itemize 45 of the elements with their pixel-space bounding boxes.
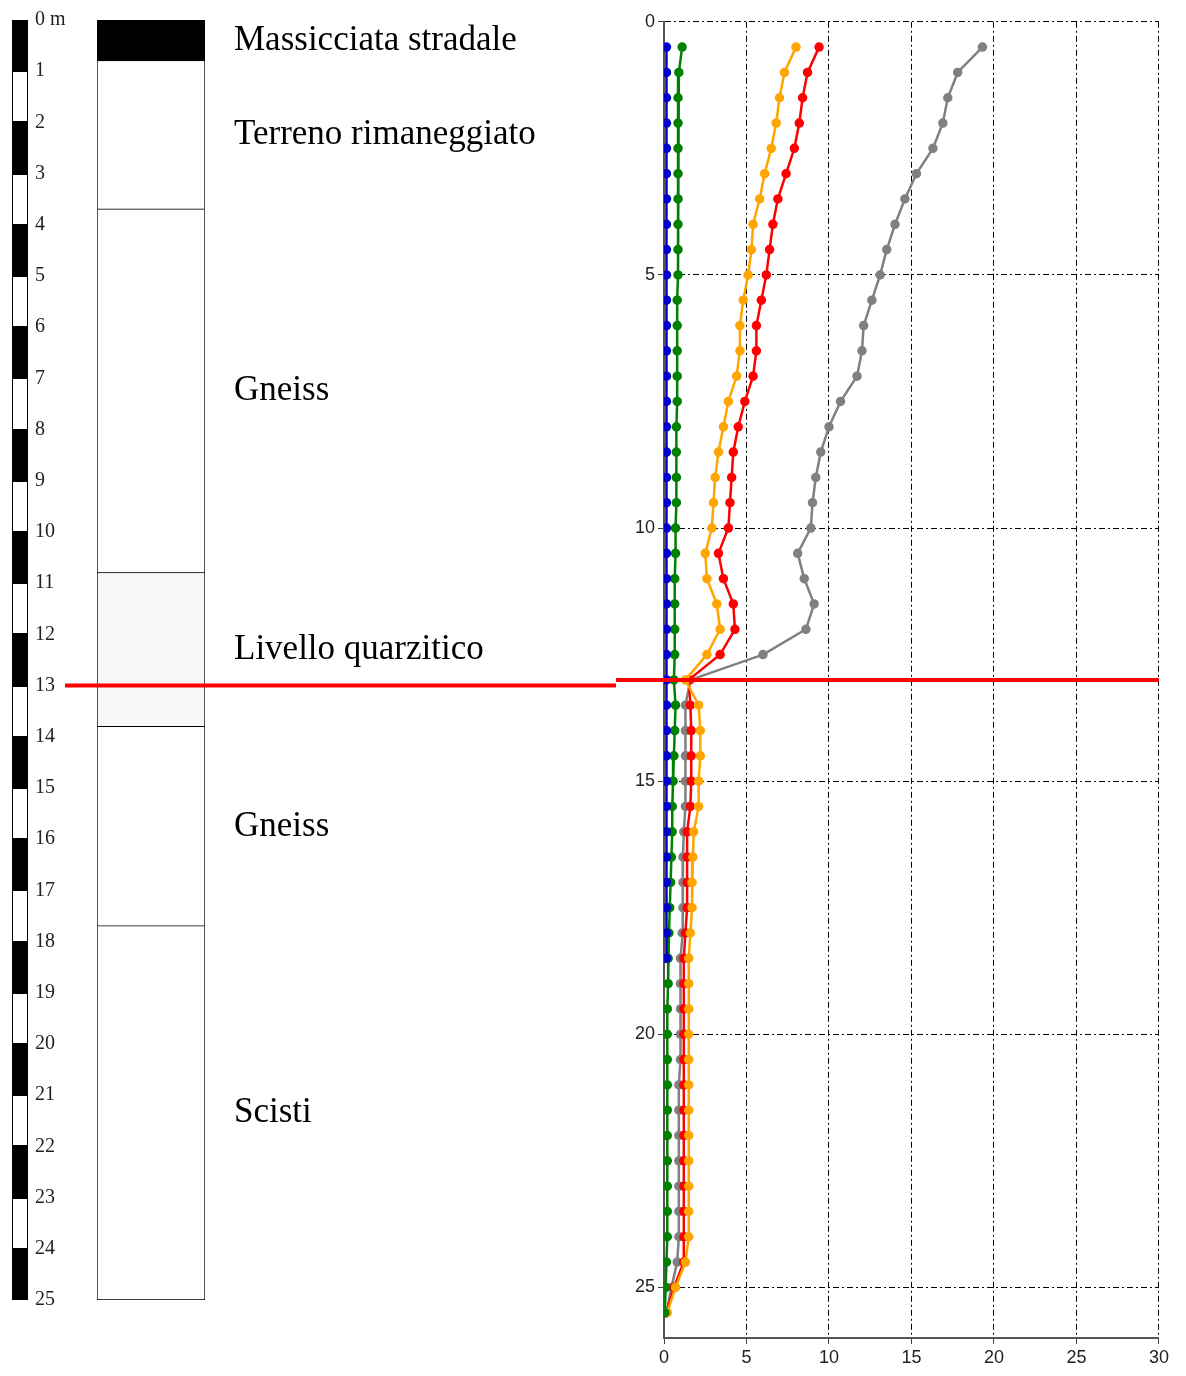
series-label: Gneiss — [234, 804, 330, 844]
series-label: Scisti — [234, 1091, 313, 1131]
y-tick-label: 6 — [35, 314, 45, 337]
y-tick-label: 21 — [35, 1082, 55, 1105]
x-tick-label: 30 — [1148, 1346, 1169, 1367]
y-tick-label: 22 — [35, 1133, 55, 1156]
x-tick-label: 15 — [901, 1346, 922, 1367]
y-tick-label: 25 — [35, 1287, 55, 1310]
y-tick-label: 11 — [35, 570, 55, 593]
y-tick-label: 0 m — [35, 7, 66, 30]
x-tick-label: 10 — [818, 1346, 840, 1367]
y-tick-label: 13 — [35, 672, 55, 695]
series-label: Gneiss — [234, 369, 330, 409]
x-tick-label: 5 — [741, 1346, 752, 1367]
y-tick-label: 10 — [35, 519, 55, 542]
y-tick-label: 7 — [35, 365, 45, 388]
y-tick-label: 5 — [35, 263, 45, 286]
series-label: Terreno rimaneggiato — [234, 113, 536, 153]
y-tick-label: 8 — [35, 416, 45, 439]
y-tick-label: 3 — [35, 160, 45, 183]
y-tick-label: 12 — [35, 621, 55, 644]
y-tick-label: 0 — [644, 10, 655, 31]
y-tick-label: 4 — [35, 212, 45, 235]
legend-label: Massicciata stradale — [234, 18, 517, 58]
y-tick-label: 25 — [634, 1276, 655, 1297]
y-tick-label: 5 — [644, 263, 655, 284]
y-tick-label: 19 — [35, 980, 55, 1003]
y-tick-label: 9 — [35, 468, 45, 491]
series-label: Livello quarzitico — [234, 627, 484, 667]
y-tick-label: 17 — [35, 877, 55, 900]
y-tick-label: 20 — [35, 1031, 55, 1054]
y-tick-label: 23 — [35, 1184, 55, 1207]
y-tick-label: 2 — [35, 109, 45, 132]
x-tick-label: 25 — [1066, 1346, 1087, 1367]
y-tick-label: 1 — [35, 58, 45, 81]
y-tick-label: 16 — [35, 826, 55, 849]
y-tick-label: 10 — [634, 517, 655, 537]
y-tick-label: 20 — [634, 1023, 655, 1044]
x-tick-label: 20 — [983, 1346, 1005, 1367]
y-tick-label: 15 — [35, 775, 55, 798]
y-tick-label: 18 — [35, 928, 55, 951]
y-tick-label: 24 — [35, 1236, 55, 1259]
x-tick-label: 0 — [658, 1346, 670, 1367]
y-tick-label: 14 — [35, 724, 55, 747]
y-tick-label: 15 — [634, 770, 655, 791]
